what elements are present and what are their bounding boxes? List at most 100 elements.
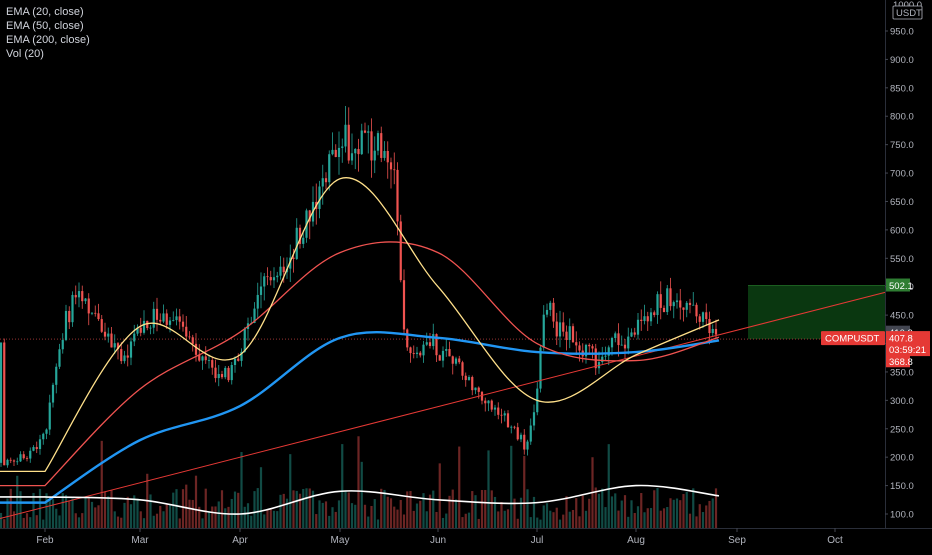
y-tick-label: 100.0 bbox=[890, 510, 914, 521]
volume-bar bbox=[107, 496, 110, 528]
volume-bar bbox=[233, 491, 237, 528]
candle-body bbox=[357, 149, 360, 155]
volume-bar bbox=[601, 488, 604, 528]
candle-body bbox=[578, 345, 581, 351]
volume-bar bbox=[685, 491, 688, 528]
volume-bar bbox=[159, 505, 162, 528]
volume-bar bbox=[58, 515, 61, 528]
candle-body bbox=[84, 298, 87, 302]
candle-body bbox=[389, 162, 393, 170]
candle-body bbox=[653, 312, 656, 316]
volume-bar bbox=[25, 513, 29, 528]
candle-body bbox=[227, 367, 230, 381]
candle-body bbox=[705, 312, 708, 319]
candle-body bbox=[185, 326, 188, 337]
candle-body bbox=[363, 130, 367, 133]
candle-body bbox=[6, 459, 9, 466]
volume-bar bbox=[165, 503, 168, 528]
volume-bar bbox=[376, 519, 380, 528]
volume-bar bbox=[152, 515, 155, 528]
symbol-tag-label: COMPUSDT bbox=[825, 334, 880, 345]
candle-body bbox=[74, 294, 77, 298]
candle-body bbox=[643, 316, 646, 322]
volume-bar bbox=[311, 490, 315, 528]
volume-bar bbox=[679, 500, 682, 528]
volume-bar bbox=[656, 488, 659, 528]
candle-body bbox=[555, 321, 558, 337]
volume-bar bbox=[334, 511, 337, 528]
candle-body bbox=[295, 227, 298, 259]
volume-bar bbox=[51, 499, 55, 528]
candle-body bbox=[136, 327, 139, 334]
volume-bar bbox=[289, 454, 292, 528]
legend-ema20[interactable]: EMA (20, close) bbox=[6, 6, 84, 18]
volume-bar bbox=[155, 513, 159, 528]
candle-body bbox=[695, 304, 698, 317]
volume-bar bbox=[256, 488, 259, 528]
candle-body bbox=[263, 276, 266, 287]
candle-body bbox=[412, 353, 415, 354]
volume-bar bbox=[669, 498, 672, 528]
candle-body bbox=[471, 376, 474, 391]
volume-bar bbox=[474, 495, 477, 528]
volume-bar bbox=[477, 518, 480, 528]
volume-bar bbox=[571, 509, 575, 528]
candle-body bbox=[552, 302, 555, 322]
candle-body bbox=[633, 332, 636, 335]
candle-body bbox=[604, 355, 607, 357]
candle-body bbox=[188, 336, 191, 338]
volume-bar bbox=[698, 504, 701, 528]
candle-body bbox=[233, 358, 237, 365]
candle-body bbox=[679, 300, 682, 308]
stop-tag-bg bbox=[886, 354, 910, 368]
candle-body bbox=[630, 332, 633, 337]
legend-ema50[interactable]: EMA (50, close) bbox=[6, 20, 84, 32]
volume-bars bbox=[0, 436, 718, 528]
candle-body bbox=[672, 302, 675, 307]
candle-body bbox=[113, 343, 116, 348]
volume-bar bbox=[162, 511, 165, 528]
candle-body bbox=[477, 387, 480, 392]
candle-body bbox=[558, 322, 562, 337]
volume-bar bbox=[97, 505, 100, 528]
legend-ema200[interactable]: EMA (200, close) bbox=[6, 34, 90, 46]
candle-body bbox=[682, 307, 685, 310]
volume-bar bbox=[399, 499, 402, 528]
candle-body bbox=[308, 210, 311, 222]
candle-body bbox=[601, 356, 604, 363]
candle-body bbox=[139, 327, 142, 333]
candle-body bbox=[58, 349, 61, 367]
volume-bar bbox=[90, 501, 94, 528]
volume-bar bbox=[373, 499, 376, 528]
volume-bar bbox=[194, 475, 198, 528]
volume-bar bbox=[237, 492, 240, 528]
volume-bar bbox=[172, 492, 175, 528]
volume-bar bbox=[354, 504, 357, 528]
candle-body bbox=[181, 321, 185, 327]
legend-vol[interactable]: Vol (20) bbox=[6, 48, 44, 60]
volume-bar bbox=[123, 502, 126, 528]
candle-body bbox=[45, 429, 48, 434]
volume-bar bbox=[136, 498, 139, 528]
volume-bar bbox=[623, 495, 627, 528]
y-tick-label: 750.0 bbox=[890, 140, 914, 151]
volume-bar bbox=[211, 506, 214, 528]
candle-body bbox=[565, 331, 568, 340]
volume-bar bbox=[454, 499, 458, 528]
volume-bar bbox=[139, 511, 142, 528]
time-axis[interactable]: Feb Mar Apr May Jun Jul Aug Sep Oct bbox=[0, 528, 932, 546]
price-tag-bg bbox=[886, 331, 930, 357]
candle-body bbox=[659, 294, 662, 308]
volume-bar bbox=[562, 514, 565, 528]
volume-bar bbox=[506, 509, 510, 528]
y-tick-label: 150.0 bbox=[890, 481, 914, 492]
volume-bar bbox=[480, 489, 484, 528]
volume-bar bbox=[181, 489, 185, 528]
candle-body bbox=[692, 304, 695, 306]
volume-bar bbox=[614, 493, 617, 528]
candle-body bbox=[526, 441, 529, 450]
candle-body bbox=[529, 425, 532, 442]
